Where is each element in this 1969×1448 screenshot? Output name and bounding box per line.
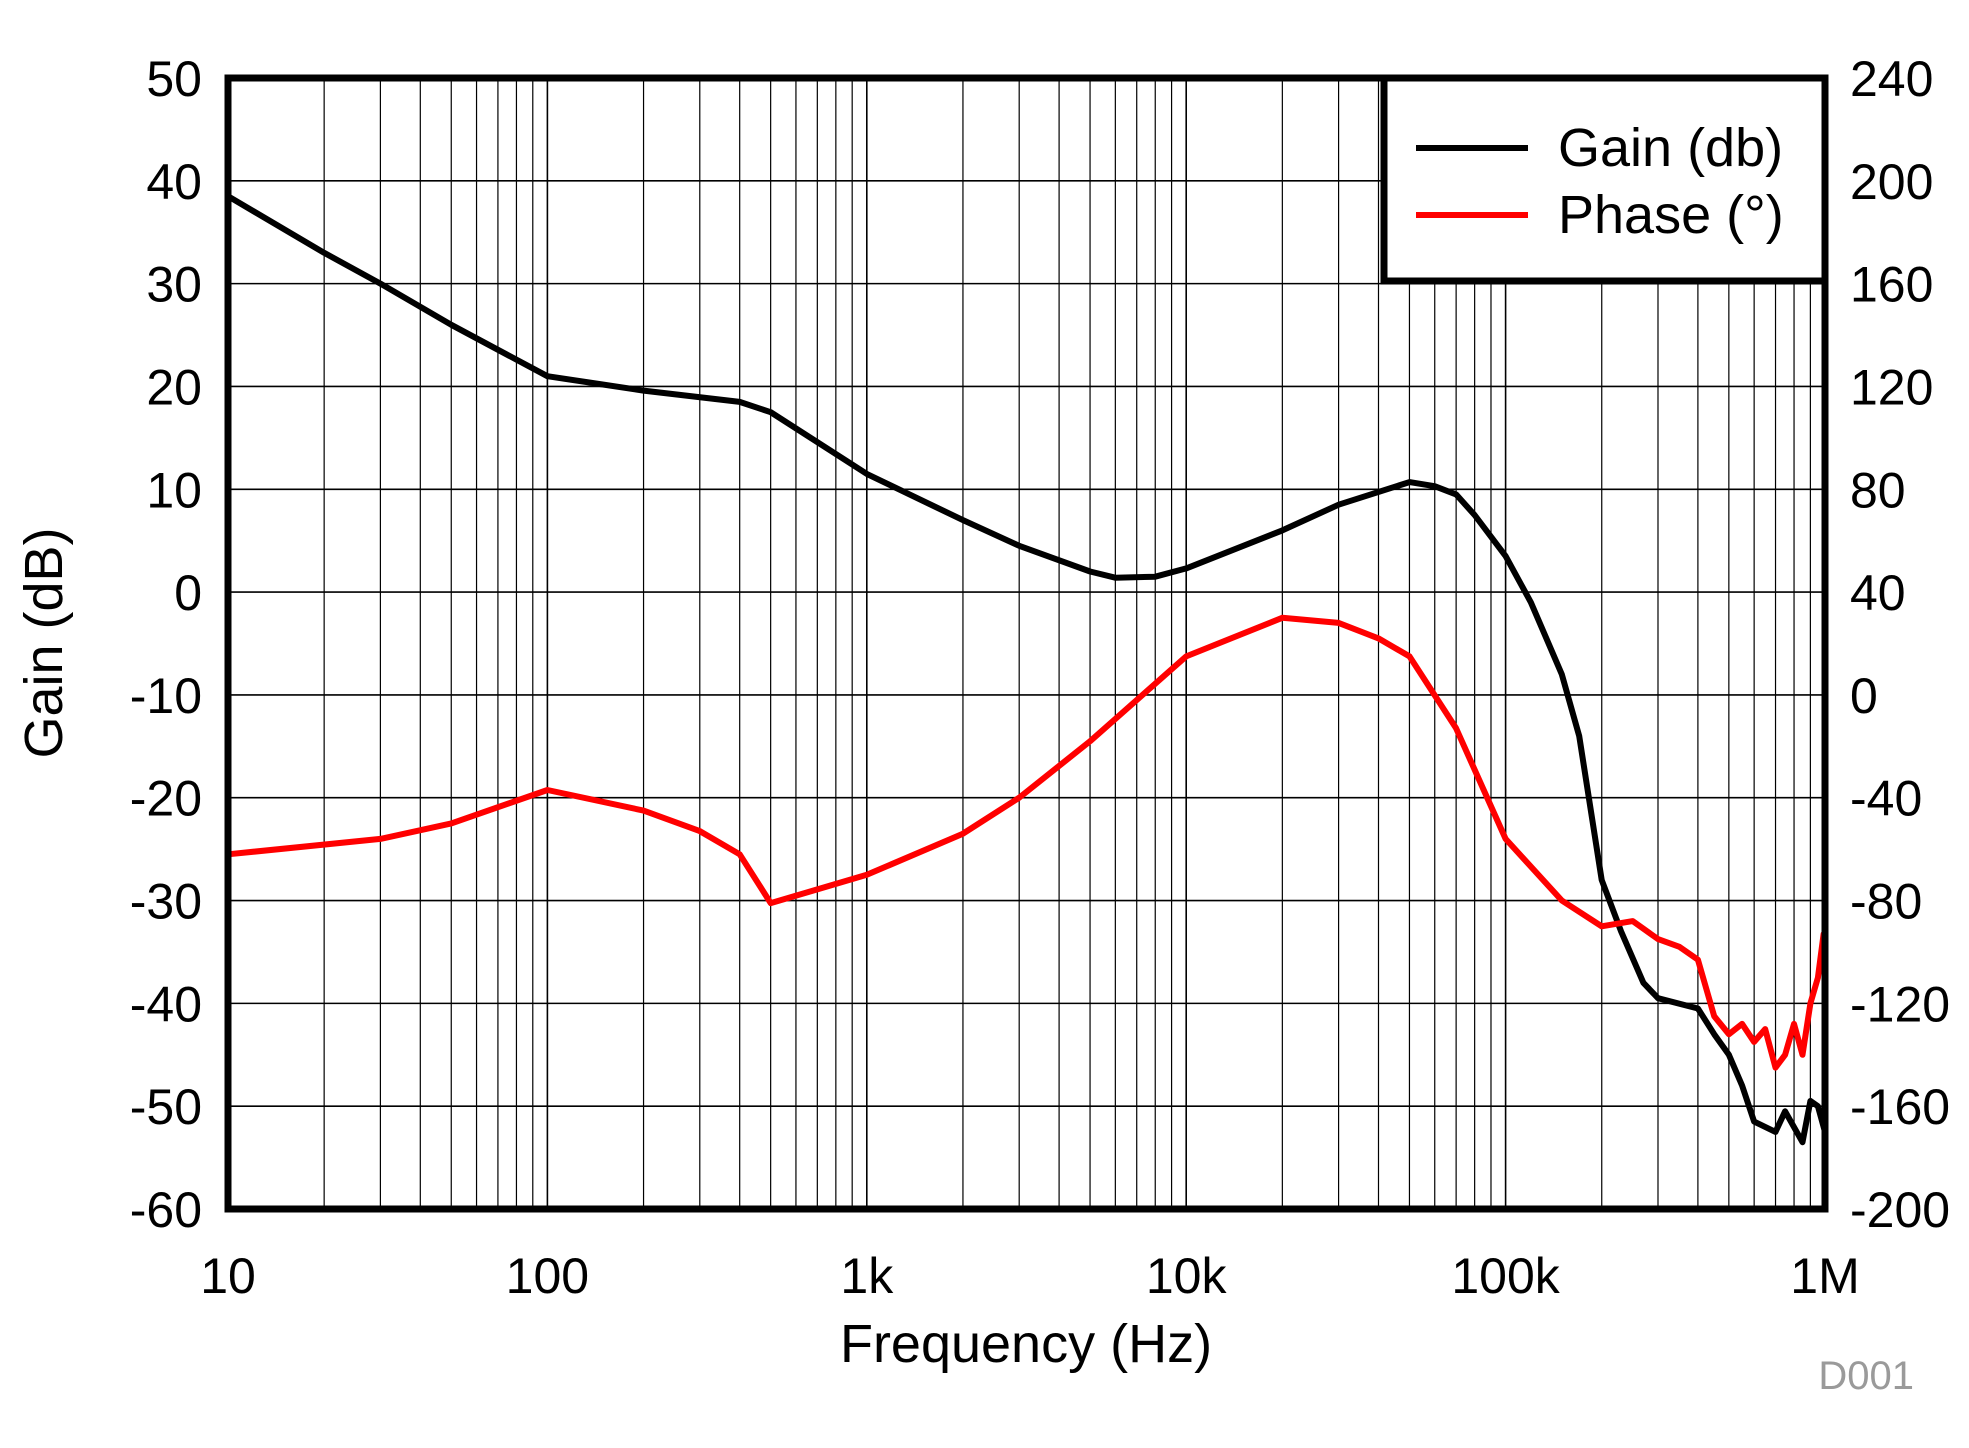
y-tick-label: -50 (130, 1079, 202, 1135)
grid (227, 77, 1825, 1210)
y-tick-label: -40 (130, 976, 202, 1032)
y2-tick-label: 200 (1850, 154, 1933, 210)
y2-tick-label: 40 (1850, 565, 1906, 621)
y-tick-label: 30 (146, 257, 202, 313)
x-axis: 10 100 1k 10k 100k 1M (200, 1248, 1860, 1304)
x-tick-label: 100k (1451, 1248, 1560, 1304)
y-axis-label: Gain (dB) (14, 527, 74, 758)
y2-tick-label: -200 (1850, 1182, 1950, 1238)
y2-tick-label: 0 (1850, 668, 1878, 724)
x-axis-label: Frequency (Hz) (840, 1314, 1212, 1374)
y2-tick-label: -120 (1850, 976, 1950, 1032)
y-tick-label: 20 (146, 359, 202, 415)
watermark: D001 (1818, 1354, 1914, 1398)
legend-box (1380, 74, 1829, 285)
plot-frame (224, 74, 1829, 1213)
legend-label-gain: Gain (db) (1558, 118, 1783, 178)
y-tick-label: 40 (146, 154, 202, 210)
y2-tick-label: 160 (1850, 257, 1933, 313)
y-tick-label: -60 (130, 1182, 202, 1238)
y2-tick-label: 240 (1850, 51, 1933, 107)
x-tick-label: 1k (840, 1248, 894, 1304)
legend-label-phase: Phase (°) (1558, 185, 1784, 245)
y-tick-label: 0 (174, 565, 202, 621)
phase-line (227, 614, 1828, 1071)
y2-tick-label: 120 (1850, 359, 1933, 415)
y-axis-right: 240 200 160 120 80 40 0 -40 -80 -120 -160 -200 (1850, 51, 1950, 1238)
gain-line (226, 193, 1828, 1146)
y-axis-left: 50 40 30 20 10 0 -10 -20 -30 -40 -50 -60 (130, 51, 202, 1238)
x-tick-label: 10k (1146, 1248, 1228, 1304)
y-tick-label: 50 (146, 51, 202, 107)
y-tick-label: -20 (130, 771, 202, 827)
y-tick-label: 10 (146, 462, 202, 518)
y-tick-label: -10 (130, 668, 202, 724)
x-tick-label: 1M (1790, 1248, 1859, 1304)
x-tick-label: 100 (506, 1248, 589, 1304)
series-group (226, 193, 1828, 1146)
legend: Gain (db) Phase (°) (1380, 74, 1829, 285)
y-tick-label: -30 (130, 874, 202, 930)
y2-tick-label: 80 (1850, 462, 1906, 518)
y2-tick-label: -40 (1850, 771, 1922, 827)
x-tick-label: 10 (200, 1248, 256, 1304)
y2-tick-label: -160 (1850, 1079, 1950, 1135)
y2-tick-label: -80 (1850, 874, 1922, 930)
